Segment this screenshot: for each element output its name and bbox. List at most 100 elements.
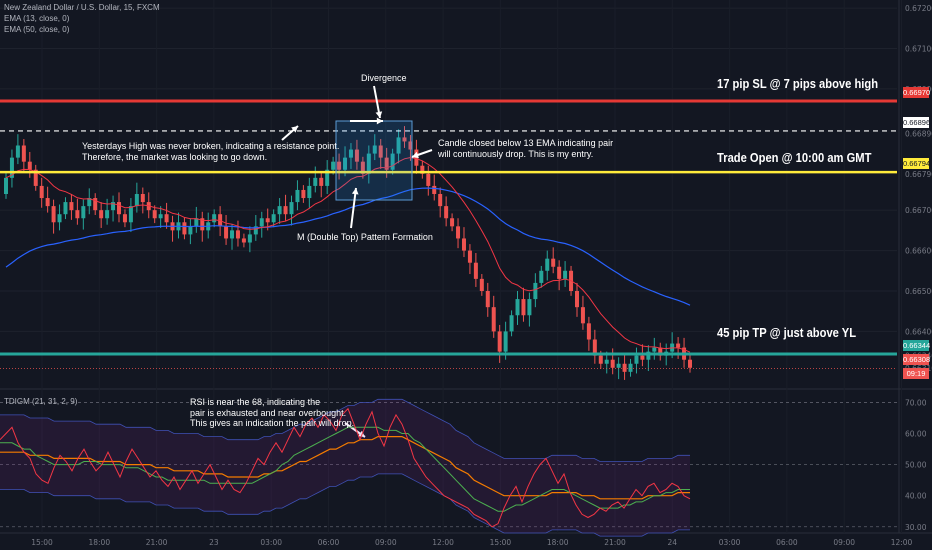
candle-body — [325, 169, 330, 186]
rsi-tick-label: 70.00 — [905, 398, 927, 407]
time-tick-label: 23 — [209, 538, 219, 547]
candle-body — [9, 157, 14, 178]
rsi-tick-label: 50.00 — [905, 461, 927, 470]
candle-body — [610, 359, 615, 368]
rsi-line — [0, 407, 691, 528]
candle-body — [521, 299, 526, 316]
candle-body — [128, 206, 133, 223]
candle-body — [432, 185, 437, 194]
candle-body — [259, 218, 264, 227]
divergence-arrow-head — [375, 111, 383, 118]
last-price-tag: 0.66308 — [903, 354, 931, 365]
candle-body — [473, 262, 478, 279]
candle-body — [158, 214, 163, 219]
candle-body — [27, 161, 32, 170]
time-tick-label: 03:00 — [719, 538, 741, 547]
divergence-label: Divergence — [361, 73, 407, 83]
candle-body — [301, 189, 306, 199]
entry-label: Trade Open @ 10:00 am GMT — [717, 150, 872, 165]
pattern-arrow-head — [351, 188, 359, 195]
candle-body — [456, 226, 461, 239]
candle-body — [402, 137, 407, 142]
candle-body — [87, 198, 92, 207]
candle-body — [182, 222, 187, 235]
candle-body — [390, 153, 395, 170]
candle-body — [343, 157, 348, 170]
time-tick-label: 09:00 — [375, 538, 397, 547]
candle-body — [253, 226, 258, 235]
candle-body — [622, 363, 627, 372]
yesterday-high-line-1: Yesterdays High was never broken, indica… — [82, 141, 340, 151]
time-tick-label: 12:00 — [891, 538, 913, 547]
sl-label: 17 pip SL @ 7 pips above high — [717, 76, 879, 91]
candle-body — [491, 307, 496, 332]
candle-body — [378, 145, 383, 158]
candle-body — [51, 206, 56, 223]
candle-body — [574, 291, 579, 308]
time-tick-label: 24 — [668, 538, 678, 547]
candle-body — [438, 194, 443, 207]
candle-body — [134, 194, 139, 207]
candle-body — [33, 169, 38, 186]
candle-body — [503, 331, 508, 352]
candle-body — [580, 307, 585, 324]
candle-body — [331, 161, 336, 170]
candle-body — [467, 250, 472, 263]
candle-body — [444, 206, 449, 219]
candle-body — [247, 234, 252, 243]
candle-body — [652, 347, 657, 352]
candle-body — [45, 198, 50, 207]
candle-body — [551, 258, 556, 267]
candle-body — [152, 210, 157, 219]
rsi-lower-band — [0, 473, 690, 537]
candle-body — [230, 230, 235, 239]
candle-body — [539, 270, 544, 283]
time-tick-label: 15:00 — [490, 538, 512, 547]
ema13-legend: EMA (13, close, 0) — [4, 14, 70, 23]
candle-body — [337, 161, 342, 170]
entry-price-tag: 0.66794 — [903, 158, 931, 169]
rsi-note: RSI is near the 68, indicating the pair … — [190, 397, 354, 429]
rsi-upper-band — [0, 398, 690, 462]
candle-body — [515, 299, 520, 316]
candle-body — [140, 194, 145, 203]
ema50-line — [5, 187, 691, 306]
candle-body — [241, 238, 246, 243]
candle-body — [69, 202, 74, 211]
tp-label: 45 pip TP @ just above YL — [717, 325, 857, 340]
candle-body — [194, 218, 199, 227]
candle-body — [200, 218, 205, 231]
candle-body — [450, 218, 455, 227]
tp-price-tag: 0.66344 — [903, 340, 931, 351]
time-tick-label: 15:00 — [31, 538, 53, 547]
candle-body — [39, 185, 44, 199]
candle-body — [188, 226, 193, 235]
rsi-band-fill — [0, 399, 690, 537]
candle-body — [93, 198, 98, 211]
pattern-arrow — [350, 187, 357, 229]
pattern-note: M (Double Top) Pattern Formation — [297, 232, 433, 242]
candle-close-line-1: Candle closed below 13 EMA indicating pa… — [438, 138, 614, 148]
candle-body — [461, 238, 466, 251]
candle-body — [271, 214, 276, 223]
candle-body — [634, 355, 639, 364]
candle-body — [307, 185, 312, 199]
candle-body — [313, 177, 318, 186]
candle-body — [354, 149, 359, 162]
rsi-note-line-2: pair is exhausted and near overbought. — [190, 407, 347, 418]
yesterday-high-line-2: Therefore, the market was looking to go … — [82, 151, 268, 162]
candle-body — [658, 347, 663, 356]
candle-body — [360, 161, 365, 174]
rsi-arrow-head — [358, 430, 365, 437]
ema13-line — [5, 156, 691, 353]
candle-body — [640, 355, 645, 360]
candle-body — [21, 145, 26, 162]
candle-body — [164, 214, 169, 223]
rsi-tick-label: 30.00 — [905, 523, 927, 532]
candle-body — [598, 355, 603, 364]
